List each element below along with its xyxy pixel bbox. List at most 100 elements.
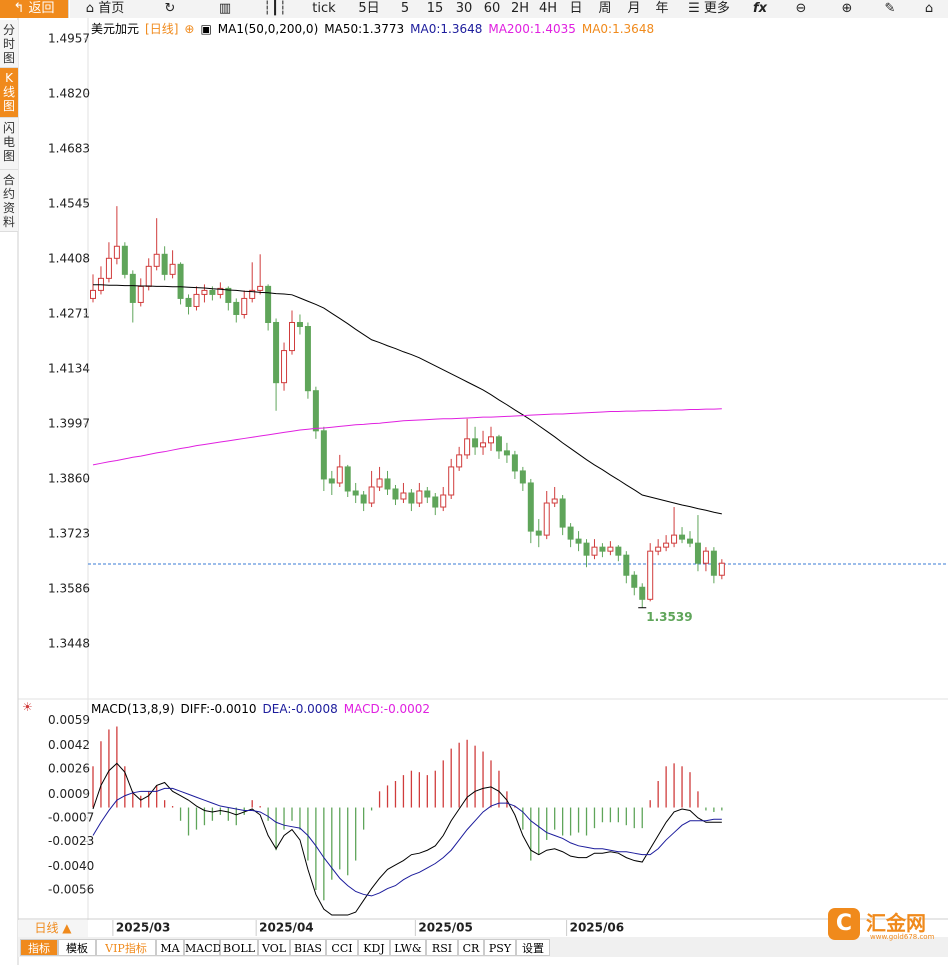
draw-button[interactable]: ✎ — [870, 0, 911, 18]
more-button[interactable]: ☰ 更多 — [676, 0, 743, 18]
candle-body — [559, 498, 566, 528]
candle-body — [615, 546, 622, 556]
candle-button[interactable]: ┆┃┆ — [250, 0, 301, 18]
indicator-tab[interactable]: CCI — [326, 939, 358, 956]
indicator-tab[interactable]: BOLL — [220, 939, 258, 956]
side-tab[interactable]: 分时图 — [0, 20, 18, 68]
y-tick-label: 0.0009 — [48, 787, 90, 801]
indicator-tab[interactable]: 设置 — [516, 939, 550, 956]
y-tick-label: 0.0026 — [48, 762, 90, 776]
y-tick-label: 1.4271 — [48, 307, 90, 321]
period-button[interactable]: 5 — [390, 0, 421, 18]
candle-body — [241, 297, 248, 315]
indicator-tab[interactable]: LW& — [390, 939, 426, 956]
candle-body — [543, 502, 550, 536]
candle-body — [495, 436, 502, 452]
period-button[interactable]: 4H — [534, 0, 563, 18]
candle-body — [535, 530, 542, 536]
indicator-tab[interactable]: BIAS — [290, 939, 326, 956]
side-tab[interactable]: 闪电图 — [0, 118, 18, 170]
legend-entry: MA200:1.4035 — [488, 22, 576, 36]
home-icon-button[interactable]: ⌂ — [910, 0, 948, 18]
y-tick-label: -0.0007 — [48, 810, 94, 824]
legend-entry: MA1(50,0,200,0) — [217, 22, 319, 36]
x-tick-label: 2025/04 — [259, 921, 313, 935]
candle-body — [209, 289, 216, 295]
settings-icon[interactable]: ⊕ — [184, 22, 195, 36]
candle-body — [488, 436, 494, 444]
logo-url: www.gold678.com — [870, 933, 935, 941]
y-tick-label: 1.4408 — [48, 252, 90, 266]
candle-body — [599, 546, 606, 552]
candle-body — [265, 285, 272, 323]
candle-body — [201, 289, 208, 295]
candle-body — [177, 263, 184, 299]
side-tab-active[interactable]: K线图 — [0, 68, 18, 118]
period-button[interactable]: 周 — [590, 0, 621, 18]
candle-body — [448, 466, 455, 496]
indicator-tab[interactable]: MACD — [184, 939, 221, 956]
indicator-tab[interactable]: 模板 — [58, 939, 96, 956]
period-selector[interactable]: 日线 ▲ — [18, 920, 88, 937]
y-tick-label: 1.3586 — [48, 581, 90, 595]
legend-entry: MACD(13,8,9) — [91, 702, 175, 716]
fx-button[interactable]: fx — [742, 0, 779, 18]
indicator-tab[interactable]: RSI — [426, 939, 458, 956]
indicator-tab[interactable]: MA — [156, 939, 184, 956]
candle-body — [527, 482, 534, 532]
button-label: 首页 — [98, 1, 125, 16]
period-button[interactable]: 日 — [562, 0, 591, 18]
y-tick-label: -0.0056 — [48, 883, 94, 897]
candle-body — [639, 586, 646, 600]
period-button[interactable]: 月 — [620, 0, 649, 18]
indicator-tab[interactable]: PSY — [484, 939, 516, 956]
macd-icon[interactable]: ☀ — [22, 700, 33, 714]
refresh-button[interactable]: ↻ — [140, 0, 201, 18]
indicator-tab[interactable]: CR — [458, 939, 484, 956]
candle-body — [663, 542, 670, 548]
y-tick-label: -0.0023 — [48, 834, 94, 848]
price-header: 美元加元 [日线] ⊕ ▣ MA1(50,0,200,0) MA50:1.3773 MA0:… — [91, 20, 660, 37]
x-tick-label: 2025/03 — [116, 921, 170, 935]
period-button[interactable]: 2H — [506, 0, 535, 18]
period-button[interactable]: 30 — [450, 0, 479, 18]
legend-entry: MA0:1.3648 — [581, 22, 655, 36]
candle-body — [408, 492, 415, 504]
side-tab[interactable]: 合约资料 — [0, 170, 18, 232]
back-button[interactable]: ↰ 返回 — [0, 0, 69, 18]
indicator-icon[interactable]: ▣ — [200, 22, 212, 36]
chart-button[interactable]: ▥ — [200, 0, 251, 18]
candle-body — [511, 454, 518, 472]
candle-body — [567, 526, 574, 540]
period-button[interactable]: 15 — [420, 0, 451, 18]
indicator-tab[interactable]: VIP指标 — [96, 939, 156, 956]
candle-body — [129, 273, 136, 303]
period-button[interactable]: 60 — [478, 0, 507, 18]
candle-body — [400, 492, 407, 500]
candle-body — [416, 490, 423, 504]
legend-entry: MA0:1.3648 — [410, 22, 483, 36]
candle-body — [113, 245, 120, 259]
candle-body — [631, 574, 638, 588]
candle-body — [281, 350, 288, 384]
home-button[interactable]: ⌂ 首页 — [70, 0, 141, 18]
candle-body — [583, 542, 590, 556]
candle-body — [336, 466, 343, 484]
candle-body — [312, 390, 319, 432]
candle-body — [193, 293, 200, 307]
instrument-name: 美元加元 — [91, 22, 140, 36]
period-button[interactable]: 5日 — [348, 0, 391, 18]
indicator-tab[interactable]: KDJ — [358, 939, 390, 956]
candle-body — [145, 265, 152, 287]
tick-button[interactable]: tick — [300, 0, 349, 18]
period-button[interactable]: 年 — [648, 0, 677, 18]
zoom-out-button[interactable]: ⊖ — [778, 0, 825, 18]
candle-body — [376, 478, 383, 488]
zoom-in-button[interactable]: ⊕ — [824, 0, 871, 18]
y-tick-label: 1.4545 — [48, 197, 90, 211]
indicator-tab[interactable]: 指标 — [20, 939, 58, 956]
indicator-tab[interactable]: VOL — [258, 939, 290, 956]
x-tick-label: 2025/05 — [418, 921, 472, 935]
low-label: 1.3539 — [646, 610, 692, 624]
